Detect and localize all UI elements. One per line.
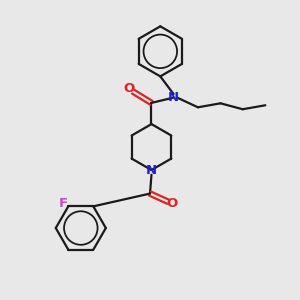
Text: O: O	[167, 197, 178, 210]
Text: N: N	[146, 164, 157, 176]
Text: F: F	[58, 197, 68, 211]
Text: O: O	[124, 82, 135, 95]
Text: N: N	[168, 91, 179, 104]
